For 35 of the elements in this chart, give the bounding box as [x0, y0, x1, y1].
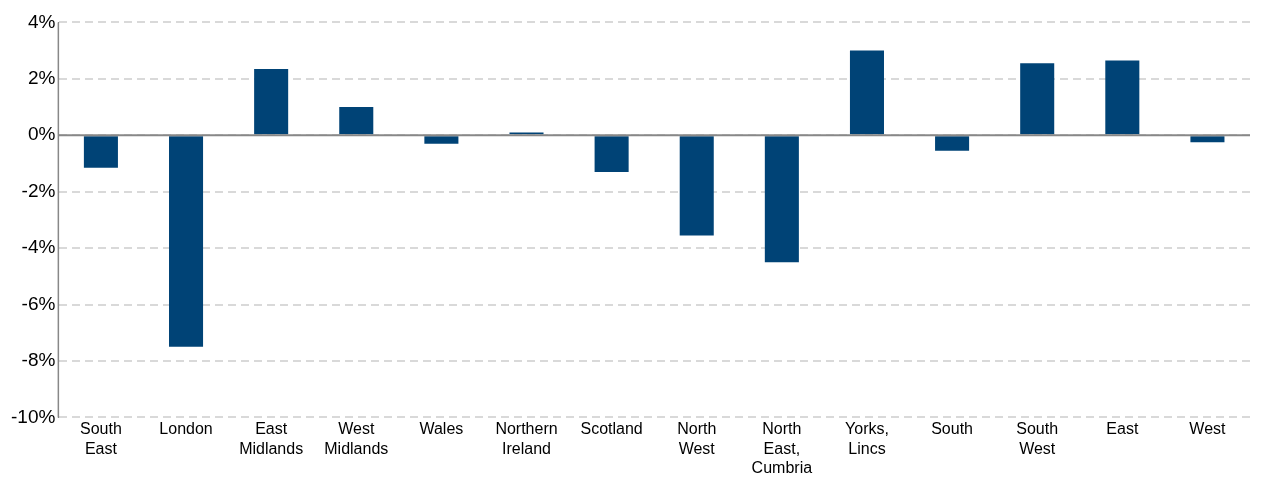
y-tick-label: -4%: [21, 236, 56, 258]
x-tick-label: East: [1106, 420, 1139, 438]
y-tick-label: -6%: [21, 292, 56, 314]
bar: [1020, 63, 1055, 135]
y-tick-label: 0%: [27, 123, 56, 145]
x-tick-label: Scotland: [580, 420, 643, 438]
x-tick-label: Wales: [419, 420, 464, 438]
y-tick-label: -10%: [11, 405, 56, 427]
bar: [339, 107, 374, 135]
bar: [1105, 60, 1140, 135]
bar: [1190, 136, 1225, 143]
x-tick-label: South East: [80, 420, 122, 457]
y-tick-label: 4%: [27, 10, 56, 32]
bar: [254, 68, 289, 135]
x-tick-label: South: [931, 420, 973, 438]
y-tick-label: -8%: [21, 349, 56, 371]
bar: [849, 50, 884, 135]
bar: [83, 136, 118, 168]
x-tick-label: Yorks, Lincs: [845, 420, 889, 457]
x-tick-label: West: [1189, 420, 1227, 438]
x-tick-label: West Midlands: [324, 420, 389, 457]
bar: [424, 136, 459, 144]
bar: [935, 136, 970, 151]
x-tick-label: Northern Ireland: [495, 420, 558, 457]
x-tick-label: North East, Cumbria: [751, 420, 813, 476]
x-tick-label: East Midlands: [239, 420, 304, 457]
bar: [764, 136, 799, 263]
x-tick-label: London: [159, 420, 213, 438]
x-tick-label: North West: [677, 420, 717, 457]
bar: [169, 136, 204, 347]
x-tick-label: South West: [1016, 420, 1059, 457]
y-tick-label: -2%: [21, 179, 56, 201]
bar: [679, 136, 714, 236]
y-tick-label: 2%: [27, 67, 56, 89]
bar: [594, 136, 629, 172]
